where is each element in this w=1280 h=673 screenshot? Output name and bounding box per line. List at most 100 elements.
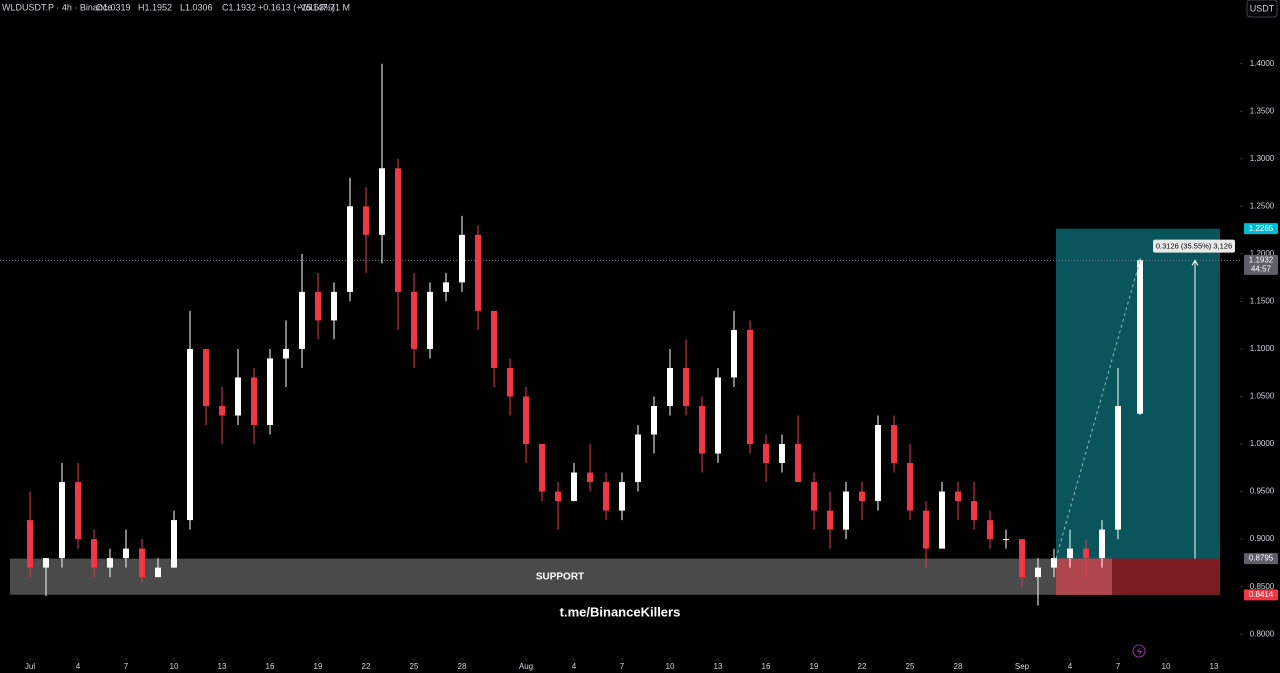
y-tick-label: 1.3500: [1250, 106, 1275, 115]
alert-bolt: [1137, 647, 1142, 656]
candle-body: [171, 520, 177, 568]
x-tick-label: 7: [1116, 662, 1121, 671]
candle-body: [219, 405, 225, 416]
x-tick-label: 16: [762, 662, 771, 671]
candle-body: [683, 367, 689, 406]
candle-body: [955, 491, 961, 502]
candle-body: [1137, 260, 1143, 414]
candle-body: [1115, 405, 1121, 530]
x-tick-label: 25: [410, 662, 419, 671]
candle-body: [267, 358, 273, 426]
x-tick-label: Aug: [519, 662, 533, 671]
price-badge: [1244, 589, 1278, 601]
candle-body: [779, 444, 785, 464]
candle-body: [299, 291, 305, 349]
currency-box[interactable]: [1246, 0, 1278, 18]
candle-body: [795, 444, 801, 483]
candle-body: [315, 291, 321, 321]
price-badge: [1244, 223, 1278, 235]
symbol: WLDUSDT.P · 4h · Binance: [2, 2, 112, 12]
candle-body: [123, 548, 129, 559]
candle-body: [635, 434, 641, 483]
y-tick-label: 0.9500: [1250, 487, 1275, 496]
candle-body: [715, 377, 721, 454]
candle-body: [763, 444, 769, 464]
candle-body: [203, 348, 209, 406]
volume: Vol147.71 M: [300, 2, 350, 12]
x-tick-label: 28: [458, 662, 467, 671]
candle-body: [859, 491, 865, 502]
close: C1.1932: [222, 2, 256, 12]
low: L1.0306: [180, 2, 213, 12]
y-tick-label: 0.9000: [1250, 534, 1275, 543]
measure-diagonal: [1055, 260, 1141, 559]
candle-body: [971, 501, 977, 521]
y-tick-label: 1.2000: [1250, 249, 1275, 258]
candle-body: [843, 491, 849, 530]
candle-body: [571, 472, 577, 502]
x-tick-label: 10: [170, 662, 179, 671]
candle-body: [811, 482, 817, 511]
candle-body: [331, 291, 337, 321]
candle-body: [1083, 548, 1089, 559]
candle-body: [235, 377, 241, 416]
candle-body: [411, 291, 417, 349]
candle-body: [187, 348, 193, 521]
candle-body: [987, 520, 993, 540]
x-tick-label: 7: [124, 662, 129, 671]
candle-body: [1051, 558, 1057, 568]
high: H1.1952: [138, 2, 172, 12]
candle-body: [939, 491, 945, 549]
y-tick-label: 1.1000: [1250, 344, 1275, 353]
x-tick-label: 19: [810, 662, 819, 671]
y-tick-label: 1.1500: [1250, 297, 1275, 306]
x-tick-label: 19: [314, 662, 323, 671]
candle-body: [907, 463, 913, 511]
y-tick-label: 0.8000: [1250, 629, 1275, 638]
candle-body: [75, 482, 81, 540]
x-tick-label: 4: [76, 662, 81, 671]
x-tick-label: 22: [362, 662, 371, 671]
watermark: t.me/BinanceKillers: [560, 604, 681, 619]
candle-body: [363, 206, 369, 235]
candle-body: [1019, 539, 1025, 578]
price-badge-label: 0.8795: [1249, 554, 1274, 563]
x-tick-label: 10: [666, 662, 675, 671]
candle-body: [1067, 548, 1073, 559]
candle-body: [27, 520, 33, 568]
plot: SUPPORT 0.3126 (35.55%) 3,126 t.me/Binance…: [0, 59, 1278, 671]
y-tick-label: 0.8500: [1250, 582, 1275, 591]
price-badge-label: 0.8414: [1249, 590, 1274, 599]
candle-body: [459, 234, 465, 283]
candle-body: [91, 539, 97, 568]
alert-icon[interactable]: [1132, 644, 1146, 658]
currency[interactable]: USDT: [1250, 3, 1275, 13]
price-badge-label: 1.1932: [1249, 255, 1274, 264]
candle-body: [347, 206, 353, 292]
candle-body: [875, 425, 881, 502]
price-badge-label: 1.2265: [1249, 224, 1274, 233]
candle-body: [395, 168, 401, 292]
x-tick-label: 16: [266, 662, 275, 671]
candle-body: [443, 282, 449, 292]
y-tick-label: 1.0500: [1250, 392, 1275, 401]
candle-body: [139, 548, 145, 578]
candle-body: [427, 291, 433, 349]
x-tick-label: Sep: [1015, 662, 1030, 671]
candle-body: [491, 310, 497, 368]
candle-body: [107, 558, 113, 568]
candle-body: [1099, 529, 1105, 559]
open: O1.0319: [96, 2, 131, 12]
candle-body: [667, 367, 673, 406]
x-tick-label: 10: [1162, 662, 1171, 671]
measure-label: 0.3126 (35.55%) 3,126: [1156, 242, 1232, 251]
candle-body: [699, 405, 705, 454]
candle-body: [827, 510, 833, 530]
x-tick-label: 13: [714, 662, 723, 671]
measure-arrow-head: [1191, 259, 1199, 266]
x-tick-label: 4: [1068, 662, 1073, 671]
y-tick-label: 1.2500: [1250, 201, 1275, 210]
candle-body: [651, 405, 657, 435]
x-tick-label: 25: [906, 662, 915, 671]
